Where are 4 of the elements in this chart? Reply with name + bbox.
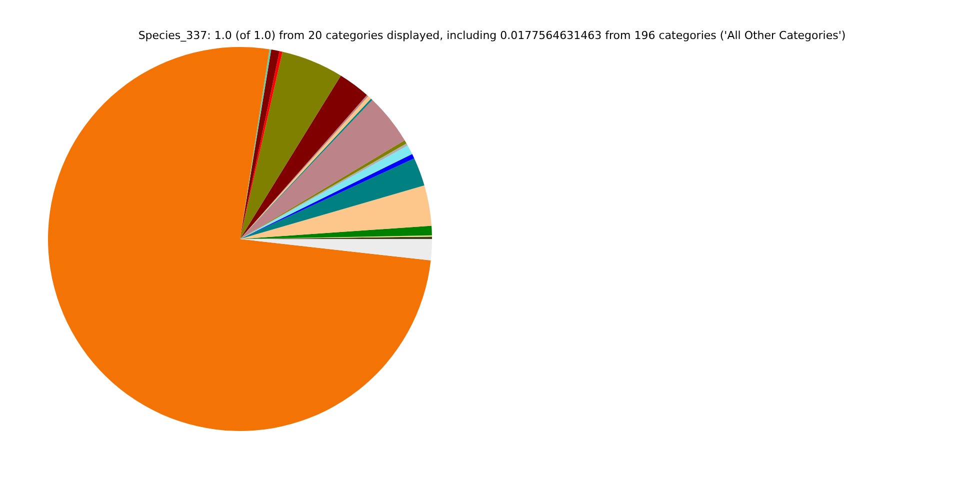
pie-slice (48, 47, 431, 431)
pie-slice (240, 239, 432, 260)
pie-slice (240, 185, 432, 239)
text: Species_337: 1.0 (of 1.0) from 20 categories displayed, including 0.0177564631463 from 196 categories ('All Other Categories') (138, 29, 846, 42)
